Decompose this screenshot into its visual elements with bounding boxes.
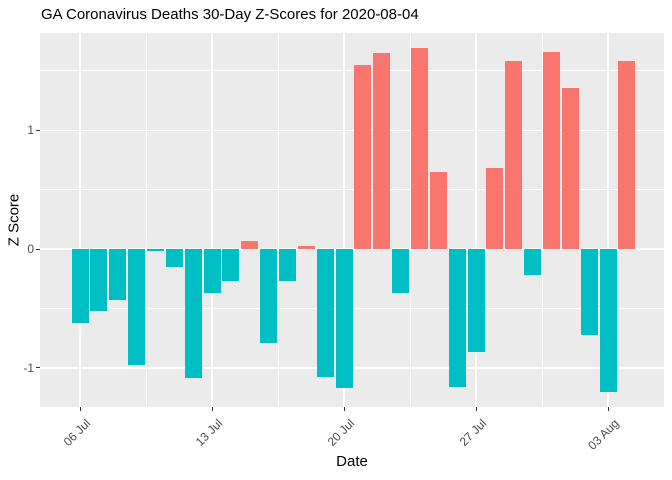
x-tick-mark (475, 407, 477, 411)
y-major-gridline (40, 129, 664, 132)
x-minor-gridline (277, 33, 279, 407)
x-tick-mark (211, 407, 213, 411)
x-minor-gridline (541, 33, 543, 407)
bar-11-jul (165, 249, 183, 267)
x-tick-mark (79, 407, 81, 411)
bar-19-jul (316, 249, 334, 378)
y-tick-label: -1 (23, 360, 34, 375)
x-tick-label: 03 Aug (0, 414, 621, 452)
bar-15-jul (241, 240, 259, 250)
bar-09-jul (128, 249, 146, 366)
bar-06-jul (71, 249, 89, 323)
bar-24-jul (410, 48, 428, 250)
chart-title: GA Coronavirus Deaths 30-Day Z-Scores fo… (41, 6, 419, 23)
bar-16-jul (260, 249, 278, 343)
bar-13-jul (203, 249, 221, 293)
bar-07-jul (90, 249, 108, 311)
bar-23-jul (392, 249, 410, 293)
bar-03-aug (599, 249, 617, 392)
bar-21-jul (354, 65, 372, 250)
x-minor-gridline (409, 33, 411, 407)
y-axis-title: Z Score (5, 193, 23, 247)
y-tick-mark (36, 129, 40, 131)
x-major-gridline (343, 33, 345, 407)
y-minor-gridline (40, 189, 664, 191)
bar-18-jul (297, 245, 315, 250)
y-tick-label: 0 (27, 242, 34, 257)
y-tick-label: 1 (27, 123, 34, 138)
bar-27-jul (467, 249, 485, 353)
bar-02-aug (580, 249, 598, 335)
x-axis-title: Date (336, 453, 368, 470)
bar-08-jul (109, 249, 127, 301)
bar-01-aug (561, 87, 579, 250)
bar-25-jul (429, 171, 447, 250)
bar-29-jul (505, 61, 523, 250)
bar-10-jul (146, 249, 164, 252)
y-tick-mark (36, 248, 40, 250)
x-major-gridline (79, 33, 81, 407)
bar-22-jul (373, 53, 391, 250)
bar-31-jul (542, 51, 560, 250)
bar-12-jul (184, 249, 202, 379)
bar-28-jul (486, 168, 504, 250)
x-tick-label-text: 03 Aug (584, 416, 622, 453)
x-minor-gridline (145, 33, 147, 407)
y-tick-mark (36, 367, 40, 369)
bar-14-jul (222, 249, 240, 282)
x-tick-mark (607, 407, 609, 411)
bar-17-jul (278, 249, 296, 282)
x-tick-mark (343, 407, 345, 411)
bar-04-aug (618, 61, 636, 250)
bar-26-jul (448, 249, 466, 387)
bar-20-jul (335, 249, 353, 388)
x-major-gridline (607, 33, 609, 407)
y-minor-gridline (40, 70, 664, 72)
x-major-gridline (211, 33, 213, 407)
bar-30-jul (524, 249, 542, 276)
plot-panel (40, 33, 664, 407)
x-major-gridline (475, 33, 477, 407)
